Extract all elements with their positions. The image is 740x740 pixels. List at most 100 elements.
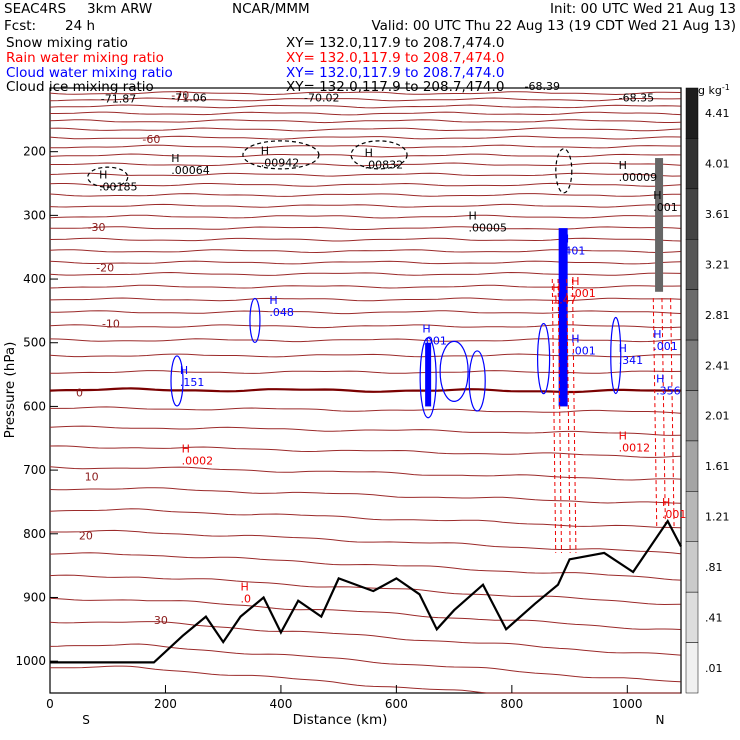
value-label: .0002 bbox=[182, 454, 214, 467]
isotherm-line bbox=[49, 338, 681, 343]
contour-labels: -70 -60 -30 -20 -10 0 10 20 30 bbox=[76, 89, 189, 627]
value-label: -71.87 bbox=[101, 93, 136, 106]
value-label: .00942 bbox=[261, 156, 300, 169]
isotherm-line bbox=[49, 665, 681, 694]
cloud-water-contour bbox=[468, 350, 486, 412]
isotherm-line bbox=[49, 271, 681, 276]
value-label: .00005 bbox=[469, 221, 508, 234]
x-tick-label: 0 bbox=[46, 697, 54, 711]
isotherm-line bbox=[49, 119, 681, 124]
high-marker: H bbox=[422, 323, 430, 336]
legend-item-3: Cloud ice mixing ratio bbox=[6, 79, 154, 95]
south-end-label: S bbox=[82, 713, 90, 727]
isotherm-line bbox=[49, 172, 681, 177]
isotherm-label: 10 bbox=[85, 470, 99, 483]
isotherm-line bbox=[49, 144, 681, 149]
high-marker: H bbox=[180, 364, 188, 377]
isotherm-line bbox=[49, 297, 681, 302]
colorbar-segment bbox=[685, 239, 699, 290]
temperature-contours bbox=[49, 91, 681, 694]
colorbar-tick-label: 4.01 bbox=[705, 158, 730, 171]
isotherm-line bbox=[49, 127, 681, 132]
isotherm-line bbox=[49, 621, 681, 656]
rain-contour bbox=[670, 298, 675, 528]
high-marker: H bbox=[571, 275, 579, 288]
snow-contour bbox=[87, 166, 129, 188]
isotherm-line bbox=[50, 406, 681, 414]
isotherm-line bbox=[49, 226, 681, 230]
isotherm-line bbox=[49, 203, 681, 208]
high-marker: H bbox=[653, 328, 661, 341]
isotherm-line bbox=[49, 153, 681, 158]
ice-shading-core bbox=[655, 158, 664, 292]
snow-contour bbox=[242, 140, 320, 170]
isotherm-line bbox=[49, 387, 681, 394]
x-tick-label: 200 bbox=[154, 697, 177, 711]
isotherm-line bbox=[49, 260, 681, 265]
x-axis-label: Distance (km) bbox=[293, 712, 388, 728]
fcst-label: Fcst: bbox=[4, 18, 36, 34]
high-marker: H bbox=[182, 442, 190, 455]
cloud-water-contour bbox=[170, 355, 184, 407]
high-marker: H bbox=[656, 372, 664, 385]
hydrometeor-contours bbox=[87, 140, 675, 553]
value-label: .001 bbox=[422, 335, 447, 348]
value-label: .0012 bbox=[619, 442, 651, 455]
isotherm-label: 20 bbox=[79, 530, 93, 543]
isotherm-label: -30 bbox=[88, 221, 106, 234]
model-title: SEAC4RS bbox=[4, 1, 66, 17]
colorbar-segment bbox=[685, 289, 699, 341]
isotherm-line bbox=[49, 104, 681, 109]
colorbar-tick-label: .81 bbox=[705, 561, 723, 574]
colorbar-tick-label: 4.41 bbox=[705, 107, 730, 120]
value-label: .001 bbox=[571, 344, 596, 357]
value-label: .00064 bbox=[171, 164, 210, 177]
isotherm-line bbox=[49, 249, 681, 254]
y-tick-label: 900 bbox=[23, 590, 46, 604]
isotherm-line bbox=[50, 370, 681, 374]
value-label: -71.06 bbox=[171, 91, 206, 104]
valid-time: Valid: 00 UTC Thu 22 Aug 13 (19 CDT Wed … bbox=[371, 18, 736, 34]
rain-contour bbox=[661, 298, 666, 528]
isotherm-line bbox=[49, 445, 681, 458]
high-marker: H bbox=[365, 146, 373, 159]
colorbar-segment bbox=[685, 339, 699, 391]
value-label: .00185 bbox=[99, 181, 138, 194]
colorbar-segment bbox=[685, 440, 699, 492]
colorbar-unit: g kg-1 bbox=[698, 83, 730, 97]
high-marker: H bbox=[571, 332, 579, 345]
colorbar-tick-label: 3.21 bbox=[705, 258, 730, 271]
x-tick-label: 600 bbox=[385, 697, 408, 711]
rain-contour bbox=[571, 279, 577, 553]
terrain-profile bbox=[50, 518, 682, 664]
high-marker: H bbox=[171, 152, 179, 165]
value-label: .0 bbox=[241, 593, 252, 606]
high-marker: H bbox=[619, 159, 627, 172]
colorbar-tick-label: 3.61 bbox=[705, 208, 730, 221]
isotherm-line bbox=[49, 182, 681, 187]
isotherm-line bbox=[49, 425, 681, 436]
isotherm-line bbox=[49, 597, 681, 630]
high-marker: H bbox=[261, 144, 269, 157]
high-marker: H bbox=[619, 342, 627, 355]
value-label: -70.02 bbox=[304, 91, 339, 104]
value-label: .048 bbox=[269, 306, 294, 319]
y-tick-label: 1000 bbox=[15, 654, 46, 668]
isotherm-line bbox=[49, 91, 681, 96]
isotherm-line bbox=[49, 193, 681, 197]
cloud-water-contour bbox=[419, 337, 437, 419]
value-labels: -71.87 -71.06 -70.02-68.39-68.35H.00185H.0… bbox=[99, 80, 686, 606]
high-marker: H bbox=[241, 581, 249, 594]
snow-contour bbox=[350, 140, 408, 170]
colorbar-tick-label: 1.61 bbox=[705, 460, 730, 473]
cloud-water-contour bbox=[439, 340, 469, 402]
colorbar-tick-label: 2.81 bbox=[705, 309, 730, 322]
value-label: .001 bbox=[653, 201, 678, 214]
value-label: .001 bbox=[571, 287, 596, 300]
legend-xy-2: XY= 132.0,117.9 to 208.7,474.0 bbox=[286, 65, 504, 81]
y-tick-label: 300 bbox=[23, 208, 46, 222]
high-marker: H bbox=[99, 169, 107, 182]
y-tick-label: 700 bbox=[23, 463, 46, 477]
legend: Snow mixing ratio XY= 132.0,117.9 to 208.… bbox=[6, 35, 504, 95]
